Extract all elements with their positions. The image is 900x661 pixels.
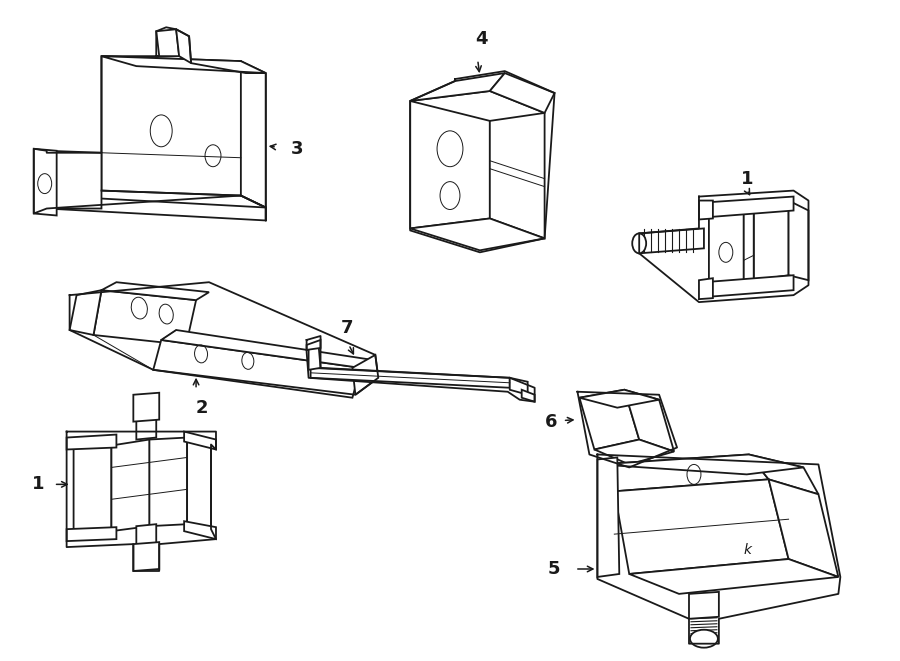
Polygon shape	[599, 455, 769, 491]
Text: k: k	[743, 543, 752, 557]
Polygon shape	[102, 56, 266, 73]
Polygon shape	[34, 149, 57, 215]
Polygon shape	[133, 393, 159, 422]
Polygon shape	[94, 290, 196, 345]
Polygon shape	[598, 457, 619, 577]
Text: 4: 4	[475, 30, 488, 48]
Polygon shape	[136, 524, 157, 546]
Polygon shape	[176, 29, 191, 63]
Polygon shape	[157, 29, 179, 56]
Polygon shape	[594, 440, 674, 465]
Polygon shape	[490, 91, 544, 239]
Text: 3: 3	[291, 139, 303, 158]
Text: 6: 6	[544, 412, 557, 430]
Polygon shape	[509, 378, 527, 395]
Polygon shape	[743, 206, 753, 285]
Polygon shape	[599, 455, 804, 475]
Polygon shape	[580, 390, 659, 408]
Polygon shape	[625, 390, 674, 451]
Polygon shape	[102, 56, 241, 196]
Polygon shape	[149, 438, 187, 526]
Polygon shape	[639, 229, 704, 253]
Text: 2: 2	[196, 399, 209, 416]
Polygon shape	[490, 73, 554, 113]
Ellipse shape	[632, 233, 646, 253]
Polygon shape	[410, 73, 505, 101]
Polygon shape	[410, 219, 544, 251]
Polygon shape	[699, 278, 713, 299]
Text: 1: 1	[741, 170, 753, 188]
Polygon shape	[689, 592, 719, 619]
Polygon shape	[74, 446, 112, 533]
Polygon shape	[241, 61, 266, 208]
Polygon shape	[307, 340, 320, 350]
Polygon shape	[709, 210, 743, 290]
Polygon shape	[187, 438, 211, 529]
Polygon shape	[136, 418, 157, 440]
Polygon shape	[353, 355, 378, 395]
Polygon shape	[704, 196, 794, 217]
Ellipse shape	[690, 630, 718, 648]
Polygon shape	[410, 91, 544, 121]
Polygon shape	[769, 479, 839, 577]
Polygon shape	[699, 200, 713, 219]
Polygon shape	[788, 200, 808, 280]
Polygon shape	[47, 151, 102, 208]
Polygon shape	[704, 275, 794, 297]
Polygon shape	[153, 340, 360, 398]
Polygon shape	[749, 455, 818, 494]
Polygon shape	[615, 479, 788, 574]
Polygon shape	[161, 330, 373, 368]
Polygon shape	[69, 290, 102, 335]
Polygon shape	[133, 542, 159, 571]
Polygon shape	[112, 440, 149, 531]
Polygon shape	[522, 390, 535, 402]
Text: 7: 7	[340, 319, 353, 337]
Polygon shape	[184, 521, 216, 539]
Polygon shape	[102, 282, 209, 300]
Polygon shape	[67, 527, 116, 541]
Polygon shape	[47, 196, 266, 221]
Text: 5: 5	[547, 560, 560, 578]
Polygon shape	[309, 345, 320, 370]
Polygon shape	[753, 200, 788, 280]
Text: 1: 1	[32, 475, 44, 493]
Polygon shape	[67, 434, 116, 449]
Polygon shape	[629, 559, 839, 594]
Polygon shape	[580, 390, 639, 449]
Polygon shape	[184, 432, 216, 449]
Polygon shape	[410, 91, 490, 229]
Polygon shape	[310, 368, 509, 388]
